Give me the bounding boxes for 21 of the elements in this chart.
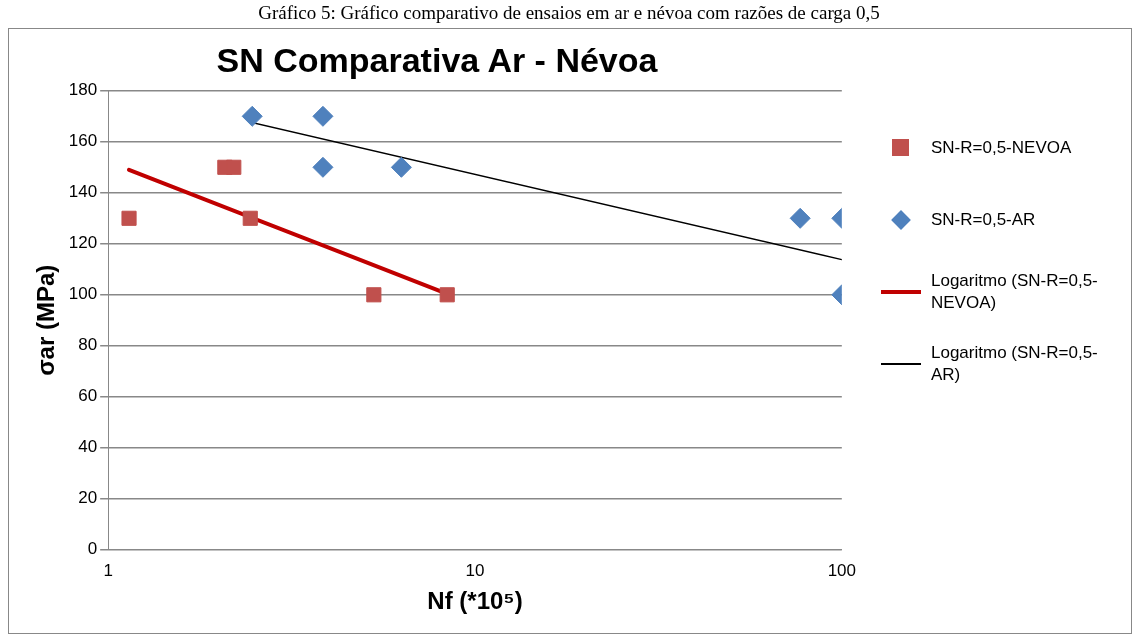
y-tick-label: 140: [68, 182, 98, 202]
x-tick-label: 1: [103, 560, 113, 580]
y-tick-label: 160: [68, 131, 98, 151]
legend-label: SN-R=0,5-NEVOA: [931, 137, 1072, 159]
y-tick-label: 120: [68, 233, 98, 253]
legend-label: SN-R=0,5-AR: [931, 209, 1036, 231]
y-tick-label: 60: [78, 386, 98, 406]
text: Gráfico 5: Gráfico comparativo de ensaios em ar e névoa com razões de carga 0,5: [257, 1, 881, 25]
x-tick-label: 10: [465, 560, 485, 580]
y-tick-label: 80: [78, 335, 98, 355]
chart-title: SN Comparativa Ar - Névoa: [216, 40, 659, 79]
legend-label: Logaritmo (SN-R=0,5-NEVOA): [931, 270, 1099, 314]
y-axis-title: σar (MPa): [32, 264, 60, 376]
x-axis-title: Nf (*10⁵): [427, 587, 523, 615]
y-tick-label: 20: [78, 488, 98, 508]
legend-label: Logaritmo (SN-R=0,5-AR): [931, 342, 1099, 386]
y-tick-label: 0: [87, 539, 98, 559]
x-tick-label: 100: [827, 560, 857, 580]
y-tick-label: 180: [68, 80, 98, 100]
y-tick-label: 100: [68, 284, 98, 304]
y-tick-label: 40: [78, 437, 98, 457]
